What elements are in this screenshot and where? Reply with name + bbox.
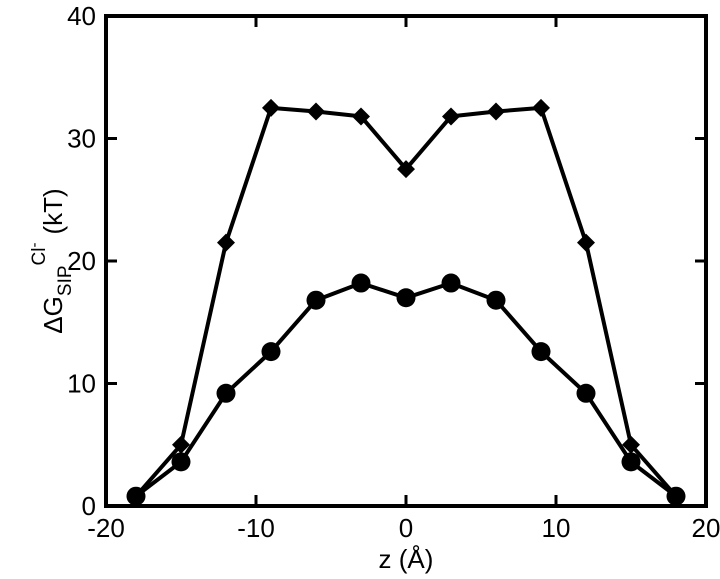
series-circle-point (396, 288, 416, 308)
series-diamond-point (172, 435, 190, 454)
series-circle-point (621, 452, 641, 472)
svg-text:ΔGSIPCl-(kT): ΔGSIP Cl- (kT) (26, 188, 76, 333)
series-circle-point (306, 290, 326, 310)
y-tick-label: 10 (67, 369, 96, 399)
series-circle-point (261, 342, 281, 362)
series-circle-point (171, 452, 191, 472)
series-circle-point (441, 273, 461, 293)
y-tick-label: 20 (67, 246, 96, 276)
x-tick-label: 0 (399, 513, 413, 543)
y-tick-label: 0 (82, 491, 96, 521)
series-diamond-point (577, 233, 595, 252)
y-axis-label-unit: (kT) (38, 188, 68, 234)
series-diamond-point (262, 98, 280, 117)
x-tick-label: 20 (692, 513, 720, 543)
series-diamond-point (442, 107, 460, 126)
series-diamond-point (532, 98, 550, 117)
y-axis-label-superscript-sign: - (26, 243, 43, 248)
y-axis-label: ΔGSIP Cl- (kT) (26, 188, 76, 333)
series-circle-point (531, 342, 551, 362)
x-axis-label: z (Å) (379, 544, 434, 574)
x-tick-label: -20 (87, 513, 125, 543)
series-markers (126, 98, 686, 506)
y-axis-label-subscript: SIP (55, 265, 76, 296)
series-diamond-point (487, 102, 505, 121)
series-diamond-point (307, 102, 325, 121)
series-diamond-point (397, 160, 415, 179)
y-axis-label-main: ΔG (38, 296, 68, 334)
y-axis-label-superscript: Cl (29, 248, 50, 266)
series-circle-point (216, 383, 236, 403)
y-tick-label: 40 (67, 1, 96, 31)
series-circle-point (576, 383, 596, 403)
plot-frame (104, 14, 708, 508)
series-diamond-point (622, 435, 640, 454)
tick-labels: -20 -10 0 10 20 0 10 20 30 40 (67, 1, 720, 543)
x-tick-label: -10 (237, 513, 275, 543)
series-circle-line (134, 281, 678, 498)
series-diamond-point (217, 233, 235, 252)
x-tick-label: 10 (542, 513, 571, 543)
axis-ticks (104, 14, 708, 508)
series-circle-point (666, 486, 686, 506)
series-circle-point (351, 273, 371, 293)
y-tick-label: 30 (67, 124, 96, 154)
series-circle-point (486, 290, 506, 310)
series-diamond-point (352, 107, 370, 126)
series-circle-point (126, 486, 146, 506)
